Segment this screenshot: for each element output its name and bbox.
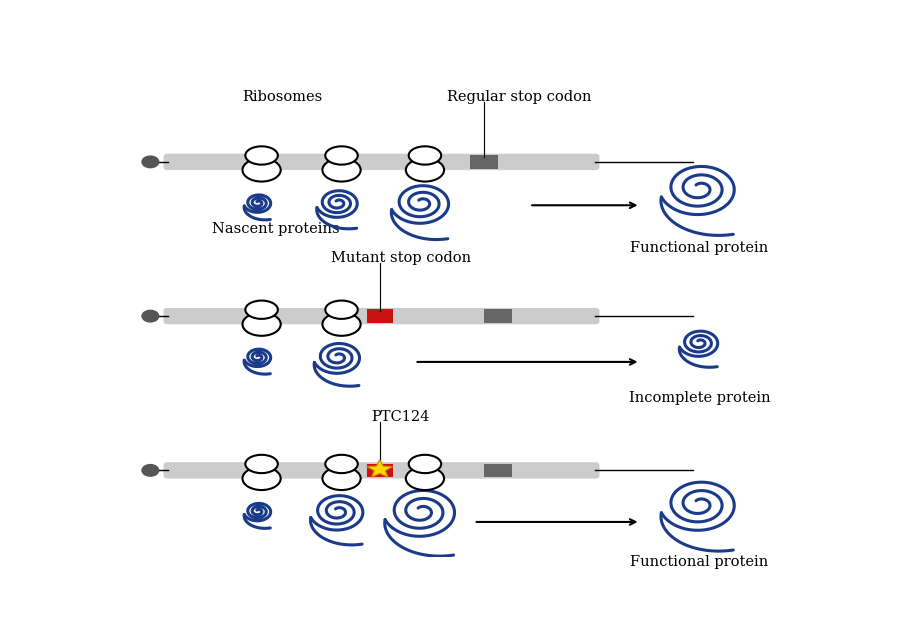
- Ellipse shape: [246, 146, 278, 165]
- FancyBboxPatch shape: [163, 154, 599, 170]
- Ellipse shape: [242, 312, 281, 336]
- Circle shape: [142, 156, 159, 168]
- Ellipse shape: [409, 146, 441, 165]
- Bar: [470, 155, 498, 168]
- Text: Ribosomes: Ribosomes: [242, 90, 323, 103]
- Bar: [484, 464, 512, 477]
- Ellipse shape: [409, 455, 441, 473]
- Ellipse shape: [326, 146, 358, 165]
- Text: Mutant stop codon: Mutant stop codon: [331, 251, 471, 265]
- Ellipse shape: [322, 158, 361, 182]
- Ellipse shape: [405, 467, 444, 490]
- Text: Nascent proteins: Nascent proteins: [212, 222, 339, 236]
- FancyBboxPatch shape: [163, 462, 599, 478]
- Circle shape: [142, 464, 159, 476]
- Ellipse shape: [322, 467, 361, 490]
- Ellipse shape: [246, 455, 278, 473]
- Ellipse shape: [326, 300, 358, 319]
- Ellipse shape: [242, 158, 281, 182]
- Text: Functional protein: Functional protein: [631, 242, 769, 255]
- Bar: [484, 309, 512, 323]
- Ellipse shape: [322, 312, 361, 336]
- Circle shape: [142, 310, 159, 322]
- Text: Regular stop codon: Regular stop codon: [447, 90, 591, 103]
- Bar: [367, 309, 393, 323]
- Ellipse shape: [405, 158, 444, 182]
- FancyBboxPatch shape: [163, 308, 599, 324]
- Ellipse shape: [242, 467, 281, 490]
- Text: Functional protein: Functional protein: [631, 555, 769, 569]
- Ellipse shape: [246, 300, 278, 319]
- Text: Incomplete protein: Incomplete protein: [629, 391, 771, 405]
- Text: PTC124: PTC124: [371, 410, 430, 424]
- Ellipse shape: [326, 455, 358, 473]
- Polygon shape: [367, 459, 393, 477]
- Bar: [367, 464, 393, 477]
